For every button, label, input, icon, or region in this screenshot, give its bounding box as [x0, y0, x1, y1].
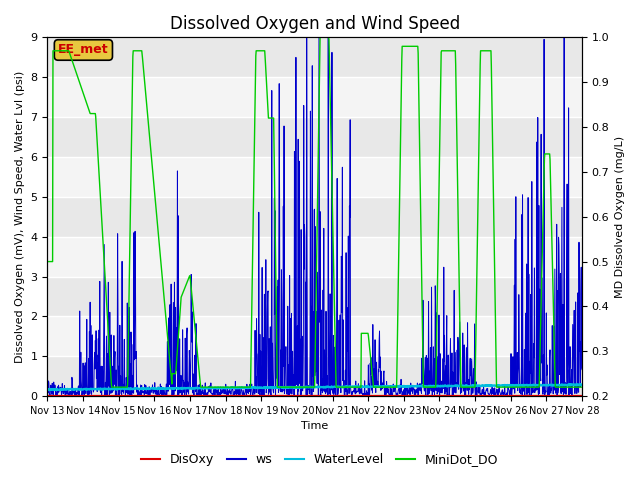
X-axis label: Time: Time: [301, 421, 328, 432]
Bar: [47, 237, 582, 276]
Y-axis label: MD Dissolved Oxygen (mg/L): MD Dissolved Oxygen (mg/L): [615, 136, 625, 298]
Bar: [47, 197, 582, 237]
Bar: [47, 356, 582, 396]
Title: Dissolved Oxygen and Wind Speed: Dissolved Oxygen and Wind Speed: [170, 15, 460, 33]
Bar: [47, 117, 582, 157]
Bar: [47, 37, 582, 77]
Bar: [47, 157, 582, 197]
Bar: [47, 276, 582, 316]
Y-axis label: Dissolved Oxygen (mV), Wind Speed, Water Lvl (psi): Dissolved Oxygen (mV), Wind Speed, Water…: [15, 71, 25, 363]
Bar: [47, 316, 582, 356]
Text: EE_met: EE_met: [58, 44, 109, 57]
Bar: [47, 77, 582, 117]
Legend: DisOxy, ws, WaterLevel, MiniDot_DO: DisOxy, ws, WaterLevel, MiniDot_DO: [136, 448, 504, 471]
